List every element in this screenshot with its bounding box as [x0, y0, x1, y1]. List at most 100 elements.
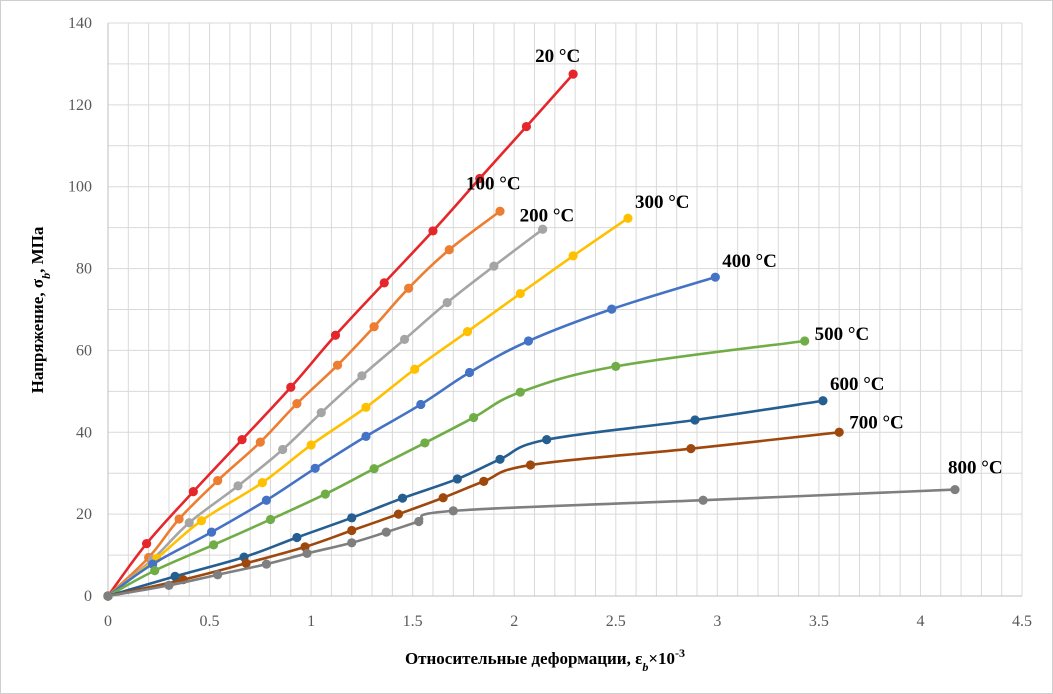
- series-line-400c: [106, 275, 717, 598]
- series-label-700c: 700 °C: [849, 412, 904, 433]
- data-point-700c: [347, 525, 357, 536]
- data-point-300c: [462, 327, 473, 337]
- series-line-600c: [106, 399, 825, 598]
- data-point-700c: [393, 509, 404, 519]
- y-tick-label: 60: [76, 342, 92, 359]
- x-tick-label: 1.5: [403, 613, 423, 630]
- data-point-400c: [206, 527, 217, 537]
- data-point-800c: [103, 591, 113, 601]
- data-point-800c: [261, 559, 272, 569]
- series-400c: [103, 272, 720, 601]
- data-point-100c: [369, 322, 379, 332]
- axis-layer: 0 0.5 1 1.5 2 2.5 3 3.5 4 4.5 0 20 40 60 80 100 120 140: [68, 15, 1032, 630]
- data-point-500c: [469, 412, 479, 423]
- series-label-300c: 300 °C: [635, 192, 690, 213]
- data-point-800c: [698, 495, 708, 505]
- series-label-100c: 100 °C: [466, 173, 521, 194]
- data-point-20c: [379, 278, 389, 288]
- data-point-500c: [420, 438, 430, 448]
- data-point-700c: [438, 493, 448, 503]
- data-point-300c: [257, 478, 267, 488]
- data-point-500c: [800, 336, 810, 346]
- data-point-800c: [213, 570, 223, 580]
- data-point-500c: [150, 566, 160, 576]
- data-point-700c: [479, 476, 489, 486]
- series-label-600c: 600 °C: [830, 374, 885, 395]
- data-point-800c: [347, 538, 357, 548]
- data-point-20c: [286, 382, 296, 392]
- series-line-700c: [106, 430, 841, 598]
- y-tick-label: 0: [84, 588, 92, 605]
- series-label-500c: 500 °C: [815, 324, 870, 345]
- label-layer: 20 °C 100 °C 200 °C 300 °C 400 °C 500 °C 600 °…: [466, 46, 1003, 478]
- series-layer: [103, 69, 960, 601]
- series-600c: [103, 396, 828, 601]
- data-point-400c: [710, 272, 720, 282]
- data-point-800c: [164, 580, 174, 590]
- x-tick-label: 4.5: [1012, 613, 1032, 630]
- data-point-800c: [950, 484, 960, 495]
- data-point-700c: [525, 460, 536, 470]
- data-point-700c: [241, 558, 251, 568]
- data-point-600c: [170, 571, 180, 581]
- y-tick-label: 120: [68, 97, 92, 114]
- series-label-400c: 400 °C: [722, 251, 777, 272]
- data-point-300c: [361, 402, 371, 412]
- x-tick-label: 1: [307, 613, 315, 630]
- data-point-400c: [361, 431, 371, 441]
- data-point-600c: [690, 415, 700, 425]
- data-point-600c: [542, 435, 552, 445]
- data-point-500c: [515, 387, 525, 397]
- data-point-400c: [310, 463, 320, 473]
- data-point-800c: [381, 527, 391, 537]
- data-point-700c: [686, 444, 696, 454]
- x-tick-label: 2: [510, 613, 518, 630]
- series-line-800c: [106, 488, 957, 598]
- data-point-600c: [397, 493, 408, 503]
- data-point-200c: [489, 261, 499, 271]
- data-point-500c: [611, 361, 621, 371]
- data-point-300c: [568, 251, 578, 261]
- data-point-20c: [568, 69, 578, 79]
- data-point-400c: [416, 399, 426, 410]
- data-point-100c: [174, 514, 184, 524]
- data-point-800c: [302, 548, 312, 559]
- data-point-500c: [265, 514, 276, 525]
- data-point-500c: [320, 489, 330, 499]
- series-200c: [103, 224, 548, 601]
- data-point-200c: [278, 444, 288, 455]
- series-line-500c: [106, 339, 806, 598]
- grid-layer: [108, 22, 1023, 596]
- y-tick-label: 20: [76, 506, 92, 523]
- x-tick-label: 0: [104, 613, 112, 630]
- series-label-20c: 20 °C: [535, 46, 580, 67]
- y-tick-label: 80: [76, 261, 92, 278]
- data-point-300c: [196, 516, 207, 526]
- y-tick-label: 100: [68, 179, 92, 196]
- series-label-800c: 800 °C: [948, 458, 1003, 479]
- y-axis-title: Напряжение, σb, МПа: [28, 226, 53, 393]
- data-point-100c: [495, 206, 505, 216]
- data-point-700c: [834, 427, 844, 437]
- data-point-100c: [444, 245, 454, 255]
- y-tick-label: 40: [76, 424, 92, 441]
- data-point-400c: [607, 304, 617, 314]
- data-point-200c: [442, 297, 452, 308]
- y-tick-label: 140: [68, 15, 92, 32]
- series-label-200c: 200 °C: [520, 205, 575, 226]
- data-point-20c: [237, 435, 247, 445]
- x-tick-label: 2.5: [606, 613, 626, 630]
- data-point-20c: [475, 173, 485, 184]
- data-point-300c: [515, 288, 525, 299]
- data-point-500c: [209, 540, 219, 550]
- data-point-600c: [292, 532, 302, 543]
- x-axis-title: Относительные деформации, εb×10-3: [405, 646, 685, 674]
- data-point-200c: [399, 334, 410, 344]
- series-800c: [103, 484, 960, 601]
- data-point-400c: [523, 336, 534, 346]
- series-100c: [103, 206, 505, 601]
- data-point-400c: [261, 495, 272, 505]
- data-point-100c: [255, 437, 265, 447]
- x-tick-label: 0.5: [200, 613, 220, 630]
